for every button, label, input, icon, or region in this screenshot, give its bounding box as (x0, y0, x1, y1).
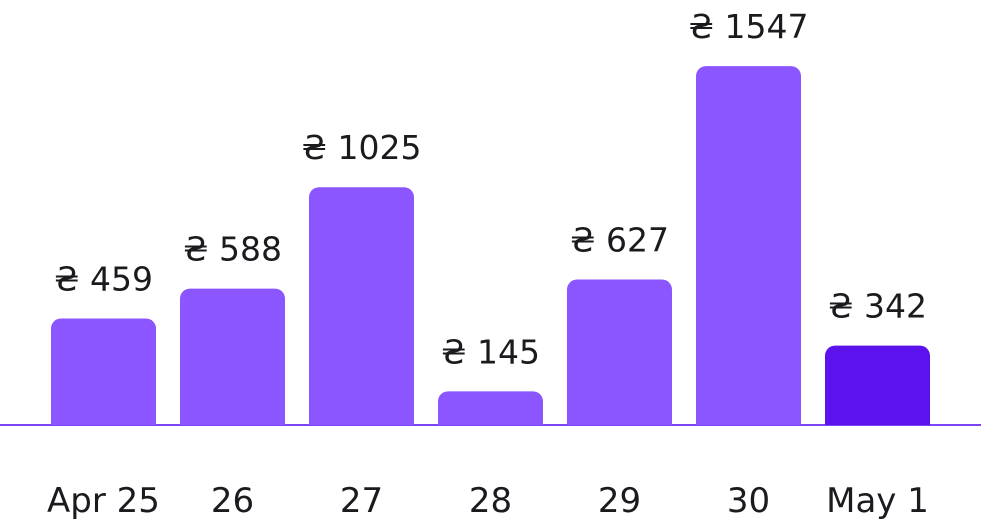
x-tick-label: May 1 (826, 481, 929, 521)
bar-value-label: ₴ 588 (183, 230, 282, 269)
bar-6[interactable] (696, 66, 801, 435)
x-tick-label: 27 (340, 481, 383, 521)
x-tick-labels-group: Apr 25 26 27 28 29 30 May 1 (47, 481, 929, 521)
x-tick-label: 26 (211, 481, 254, 521)
bars-group (51, 66, 930, 435)
bar-7[interactable] (825, 345, 930, 435)
bar-value-label: ₴ 342 (828, 287, 927, 326)
bar-value-label: ₴ 1025 (301, 128, 421, 167)
bar-value-label: ₴ 627 (570, 221, 669, 260)
x-tick-label: 29 (598, 481, 641, 521)
x-tick-label: 30 (727, 481, 770, 521)
value-labels-group: ₴ 459 ₴ 588 ₴ 1025 ₴ 145 ₴ 627 ₴ 1547 ₴ 342 (54, 7, 927, 371)
bar-3[interactable] (309, 187, 414, 435)
bar-value-label: ₴ 145 (441, 332, 540, 371)
x-tick-label: 28 (469, 481, 512, 521)
bar-value-label: ₴ 459 (54, 260, 153, 299)
bar-value-label: ₴ 1547 (688, 7, 808, 46)
x-tick-label: Apr 25 (47, 481, 160, 521)
bar-4[interactable] (438, 391, 543, 435)
bar-1[interactable] (51, 318, 156, 435)
bar-2[interactable] (180, 288, 285, 435)
bar-5[interactable] (567, 279, 672, 435)
